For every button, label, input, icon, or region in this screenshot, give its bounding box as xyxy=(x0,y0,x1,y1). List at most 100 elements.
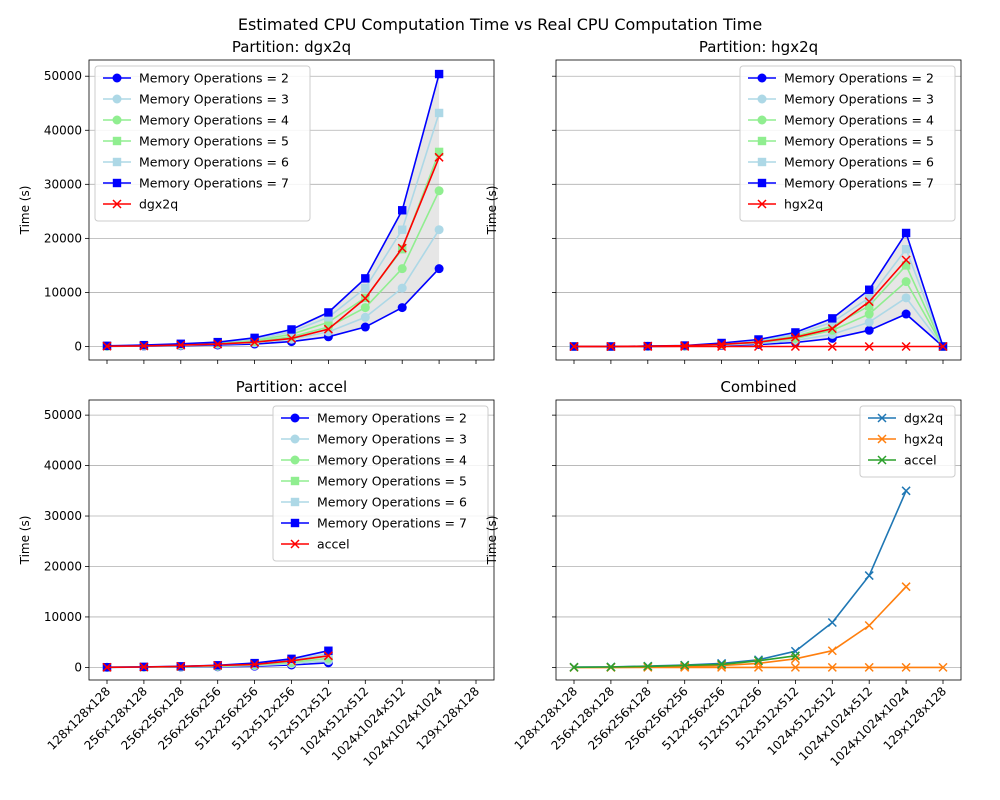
data-point xyxy=(434,186,444,196)
data-point xyxy=(360,312,370,322)
legend-entry: accel xyxy=(868,453,937,468)
data-point xyxy=(791,328,800,337)
subplot-2: Partition: hgx2q Time (s) Memory Operation… xyxy=(485,38,962,364)
legend-entry: dgx2q xyxy=(103,197,178,212)
legend-marker xyxy=(112,94,122,104)
subplot-1: Partition: dgx2q 0 10000 20000 30000 40000 500… xyxy=(18,38,495,364)
data-point xyxy=(361,283,370,293)
data-point xyxy=(864,309,874,319)
data-point xyxy=(864,620,874,631)
legend-entry: Memory Operations = 3 xyxy=(103,92,289,107)
series-line xyxy=(574,259,907,348)
legend-entry: hgx2q xyxy=(748,197,823,212)
axes-frame xyxy=(88,59,495,361)
legend-marker xyxy=(757,115,767,125)
legend-label: Memory Operations = 5 xyxy=(317,474,467,489)
data-point xyxy=(102,341,112,351)
data-point xyxy=(864,662,874,672)
legend-box xyxy=(94,65,311,222)
y-tick-label: 30000 xyxy=(44,509,82,523)
data-point xyxy=(434,264,444,274)
data-point xyxy=(287,325,296,334)
legend-entry: Memory Operations = 4 xyxy=(103,113,289,128)
data-point xyxy=(176,661,186,671)
data-point xyxy=(938,341,948,352)
data-point xyxy=(790,651,800,661)
data-point xyxy=(938,662,948,672)
data-point xyxy=(753,656,764,666)
legend-label: Memory Operations = 3 xyxy=(784,92,934,107)
data-point xyxy=(250,658,259,668)
y-tick-label: 0 xyxy=(74,660,82,674)
data-point xyxy=(828,314,837,323)
data-point xyxy=(250,333,259,343)
legend-entry: dgx2q xyxy=(868,411,943,426)
legend-marker xyxy=(877,413,887,423)
legend-marker xyxy=(757,94,767,104)
legend-label: Memory Operations = 2 xyxy=(139,71,289,86)
legend-label: Memory Operations = 3 xyxy=(139,92,289,107)
legend-entry: Memory Operations = 4 xyxy=(748,113,934,128)
y-axis-label: Time (s) xyxy=(18,516,32,566)
legend-entry: Memory Operations = 7 xyxy=(748,176,934,191)
data-point xyxy=(717,338,726,348)
axes-frame xyxy=(88,399,495,681)
y-axis-label: Time (s) xyxy=(18,186,32,236)
data-point xyxy=(790,332,800,342)
data-point xyxy=(901,228,911,238)
data-point xyxy=(569,341,579,352)
series-line xyxy=(106,73,440,347)
subplot-title: Partition: dgx2q xyxy=(232,38,351,56)
legend-label: Memory Operations = 5 xyxy=(784,134,934,149)
data-point xyxy=(827,324,837,334)
y-tick-label: 50000 xyxy=(44,408,82,422)
legend-entry: Memory Operations = 7 xyxy=(281,516,467,531)
data-point xyxy=(864,297,874,307)
legend-entry: Memory Operations = 4 xyxy=(281,453,467,468)
legend-entry: Memory Operations = 3 xyxy=(281,432,467,447)
legend-label: Memory Operations = 4 xyxy=(317,453,467,468)
data-point xyxy=(250,337,260,347)
data-point xyxy=(323,651,333,661)
series-line xyxy=(106,156,440,347)
data-point xyxy=(864,571,874,581)
legend-marker xyxy=(757,178,767,188)
data-point xyxy=(361,274,370,283)
data-point xyxy=(827,646,837,656)
legend: Memory Operations = 2 Memory Operations =… xyxy=(739,65,956,222)
y-axis-label: Time (s) xyxy=(485,516,499,566)
data-point xyxy=(901,244,911,254)
data-point xyxy=(360,293,370,303)
legend-marker xyxy=(290,539,300,549)
y-tick-label: 40000 xyxy=(44,459,82,473)
data-point xyxy=(434,152,444,162)
data-point xyxy=(287,654,296,664)
data-point xyxy=(753,337,764,347)
data-point xyxy=(606,341,616,352)
data-point xyxy=(398,206,407,215)
y-tick-label: 0 xyxy=(74,339,82,353)
data-point xyxy=(397,303,407,313)
data-point xyxy=(717,339,727,349)
figure-title: Estimated CPU Computation Time vs Real C… xyxy=(238,15,762,34)
data-point xyxy=(324,646,333,655)
legend-box xyxy=(739,65,956,222)
data-point xyxy=(139,662,149,672)
legend-marker xyxy=(877,455,887,465)
data-point xyxy=(901,662,911,672)
data-point xyxy=(139,341,149,351)
data-point xyxy=(864,325,874,335)
data-point xyxy=(865,293,874,303)
legend-entry: Memory Operations = 2 xyxy=(748,71,934,86)
legend-entry: Memory Operations = 2 xyxy=(103,71,289,86)
data-point xyxy=(790,662,800,672)
legend-label: accel xyxy=(904,453,937,468)
data-point xyxy=(753,662,764,672)
y-axis-label: Time (s) xyxy=(485,186,499,236)
legend-entry: Memory Operations = 6 xyxy=(748,155,934,170)
y-tick-label: 20000 xyxy=(44,559,82,573)
legend-marker xyxy=(112,157,122,167)
data-point xyxy=(213,339,223,349)
legend-entry: Memory Operations = 3 xyxy=(748,92,934,107)
data-point xyxy=(569,662,579,672)
